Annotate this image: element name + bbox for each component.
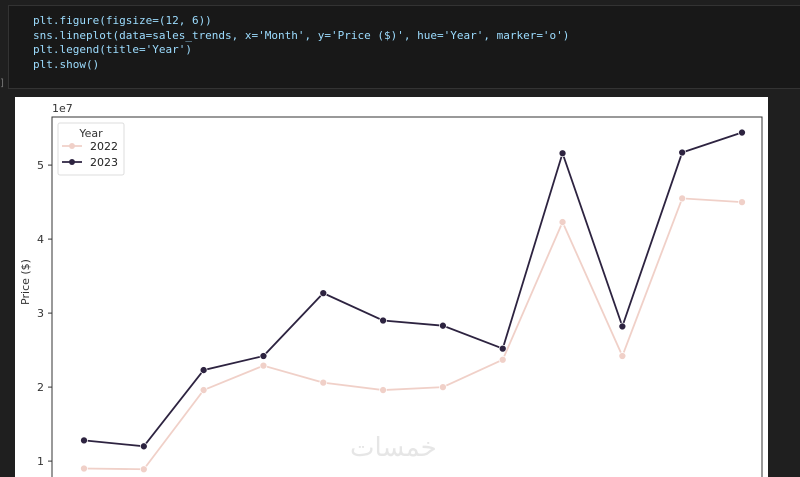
code-line: plt.figure(figsize=(12, 6)) — [33, 14, 212, 27]
code-line: plt.legend(title='Year') — [33, 43, 192, 56]
data-point-2022 — [199, 386, 208, 394]
y-offset-label: 1e7 — [52, 102, 73, 115]
data-point-2023 — [498, 344, 507, 353]
data-point-2023 — [618, 322, 627, 331]
data-point-2022 — [379, 386, 387, 394]
legend-marker — [69, 159, 75, 165]
data-point-2023 — [738, 128, 746, 137]
code-editor[interactable]: plt.figure(figsize=(12, 6)) sns.lineplot(… — [33, 14, 569, 72]
y-tick-label: 4 — [37, 233, 44, 246]
data-point-2023 — [139, 442, 148, 451]
legend-marker — [69, 143, 75, 149]
data-point-2022 — [80, 464, 88, 473]
data-point-2022 — [259, 361, 268, 370]
data-point-2023 — [319, 289, 328, 297]
watermark-logo: خمسات — [350, 433, 437, 463]
data-point-2022 — [139, 465, 148, 474]
data-point-2023 — [80, 436, 88, 445]
data-point-2023 — [199, 366, 208, 374]
series-line-2023 — [83, 131, 743, 448]
data-point-2023 — [259, 352, 268, 360]
legend-label: 2022 — [90, 140, 118, 153]
execution-count: ] — [0, 78, 4, 89]
legend-title: Year — [78, 127, 103, 140]
code-cell[interactable] — [8, 5, 800, 89]
data-point-2022 — [319, 378, 328, 387]
data-point-2022 — [498, 355, 507, 364]
data-point-2023 — [678, 148, 687, 157]
y-axis-label: Price ($) — [19, 259, 32, 305]
y-tick-label: 1 — [37, 455, 44, 468]
series-line-2022 — [83, 197, 743, 471]
figure-output: 1 2 3 4 5 1e7 Price ($) Year 2022 2023 — [15, 97, 768, 477]
data-point-2022 — [439, 383, 447, 391]
data-point-2022 — [618, 352, 627, 360]
code-line: sns.lineplot(data=sales_trends, x='Month… — [33, 28, 570, 42]
y-tick-label: 2 — [37, 381, 44, 394]
data-point-2023 — [379, 316, 387, 325]
data-point-2022 — [738, 198, 746, 206]
data-point-2022 — [678, 194, 687, 203]
y-tick-label: 3 — [37, 307, 44, 320]
plot-frame — [51, 116, 763, 477]
data-point-2023 — [558, 149, 567, 158]
y-tick-label: 5 — [37, 159, 44, 172]
legend-label: 2023 — [90, 156, 118, 169]
code-line: plt.show() — [33, 57, 100, 71]
data-point-2023 — [439, 321, 447, 330]
data-point-2022 — [558, 218, 567, 226]
